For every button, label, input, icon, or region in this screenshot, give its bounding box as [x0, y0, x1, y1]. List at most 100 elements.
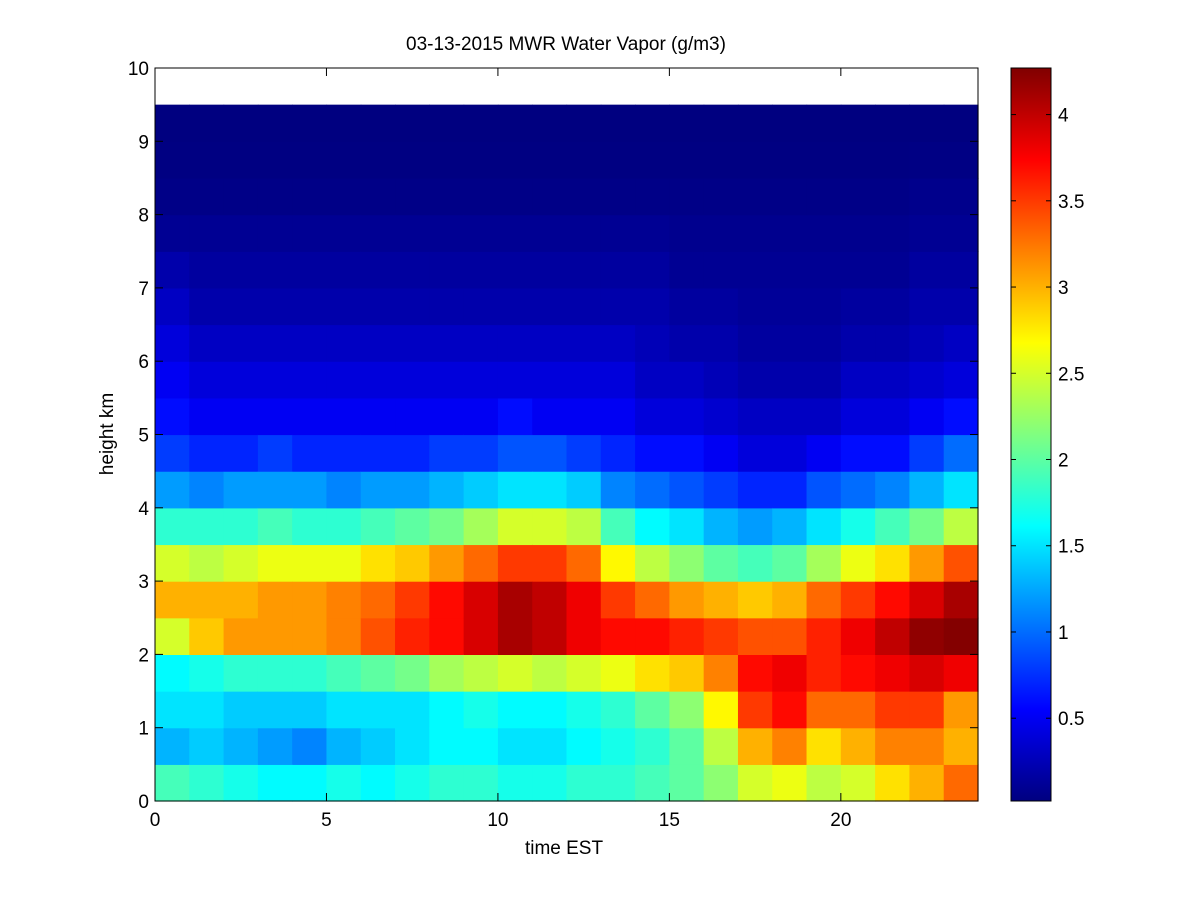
heatmap-cell: [600, 691, 636, 729]
x-axis-label: time EST: [525, 838, 604, 859]
heatmap-cell: [326, 471, 362, 509]
heatmap-cell: [566, 214, 602, 252]
heatmap-cell: [840, 177, 876, 216]
heatmap-cell: [806, 691, 842, 729]
heatmap-cell: [532, 287, 568, 326]
heatmap-cell: [806, 104, 842, 142]
heatmap-cell: [463, 324, 499, 362]
heatmap-cell: [703, 251, 739, 289]
heatmap-cell: [326, 581, 362, 619]
heatmap-cell: [395, 104, 430, 142]
heatmap-cell: [532, 177, 568, 216]
heatmap-cell: [566, 251, 602, 289]
heatmap-cell: [840, 617, 876, 655]
heatmap-cell: [703, 581, 739, 619]
y-tick-label: 8: [138, 206, 149, 227]
heatmap-cell: [772, 471, 808, 509]
heatmap-cell: [395, 324, 430, 362]
colorbar-tick-label: 3.5: [1058, 192, 1084, 213]
heatmap-cell: [292, 251, 328, 289]
heatmap-cell: [257, 177, 293, 216]
heatmap-cell: [669, 617, 705, 655]
heatmap-cell: [223, 397, 259, 436]
heatmap-cell: [669, 581, 705, 619]
heatmap-cell: [875, 471, 911, 509]
heatmap-cell: [463, 251, 499, 289]
heatmap-cell: [429, 177, 465, 216]
heatmap-cell: [806, 507, 842, 546]
heatmap-cell: [155, 544, 190, 582]
heatmap-cell: [463, 764, 499, 802]
heatmap-cell: [875, 727, 911, 765]
heatmap-cell: [703, 361, 739, 399]
heatmap-cell: [532, 507, 568, 546]
heatmap-cell: [635, 141, 670, 179]
heatmap-cell: [429, 764, 465, 802]
heatmap-cell: [497, 654, 533, 692]
heatmap-cell: [429, 471, 465, 509]
heatmap-cell: [875, 654, 911, 692]
heatmap-cell: [429, 287, 465, 326]
heatmap-cell: [429, 251, 465, 289]
heatmap-cell: [909, 361, 945, 399]
heatmap-cell: [737, 214, 773, 252]
heatmap-cell: [155, 471, 190, 509]
heatmap-cell: [635, 471, 670, 509]
heatmap-cell: [875, 361, 911, 399]
heatmap-cell: [840, 581, 876, 619]
heatmap-cell: [703, 214, 739, 252]
heatmap-cell: [737, 654, 773, 692]
heatmap-cell: [703, 104, 739, 142]
heatmap-cell: [943, 434, 979, 472]
heatmap-cell: [155, 287, 190, 326]
heatmap-cell: [257, 507, 293, 546]
heatmap-cell: [909, 507, 945, 546]
colorbar-tick-label: 1.5: [1058, 537, 1084, 558]
heatmap-cell: [737, 397, 773, 436]
heatmap-cell: [600, 287, 636, 326]
heatmap-cell: [875, 287, 911, 326]
heatmap-cell: [600, 177, 636, 216]
heatmap-cell: [292, 727, 328, 765]
heatmap-cell: [669, 727, 705, 765]
heatmap-cell: [497, 361, 533, 399]
heatmap-cell: [909, 141, 945, 179]
heatmap-cell: [223, 177, 259, 216]
heatmap-cell: [497, 544, 533, 582]
heatmap-cell: [669, 251, 705, 289]
heatmap-cell: [600, 397, 636, 436]
heatmap-cell: [360, 434, 396, 472]
heatmap-cell: [840, 141, 876, 179]
heatmap-cell: [943, 287, 979, 326]
heatmap-cell: [943, 691, 979, 729]
heatmap-cell: [737, 617, 773, 655]
x-tick-label: 5: [321, 810, 332, 831]
heatmap-cell: [772, 764, 808, 802]
heatmap-cell: [772, 544, 808, 582]
heatmap-cell: [497, 397, 533, 436]
heatmap-cell: [772, 581, 808, 619]
heatmap-cell: [840, 764, 876, 802]
heatmap-cell: [875, 324, 911, 362]
heatmap-cell: [463, 544, 499, 582]
heatmap-cell: [875, 617, 911, 655]
heatmap-cell: [806, 361, 842, 399]
heatmap-cell: [223, 544, 259, 582]
heatmap-cell: [600, 471, 636, 509]
heatmap-cell: [532, 654, 568, 692]
heatmap-cell: [635, 434, 670, 472]
heatmap-cell: [840, 214, 876, 252]
heatmap-cell: [737, 544, 773, 582]
heatmap-cell: [875, 434, 911, 472]
heatmap-cell: [840, 397, 876, 436]
x-tick-label: 0: [150, 810, 161, 831]
colorbar-tick-label: 0.5: [1058, 709, 1084, 730]
heatmap-cell: [155, 214, 190, 252]
heatmap-cell: [155, 764, 190, 802]
heatmap-cell: [909, 251, 945, 289]
heatmap-cell: [635, 251, 670, 289]
y-tick-label: 3: [138, 572, 149, 593]
heatmap-cell: [703, 434, 739, 472]
heatmap-cell: [429, 727, 465, 765]
heatmap-cell: [703, 691, 739, 729]
